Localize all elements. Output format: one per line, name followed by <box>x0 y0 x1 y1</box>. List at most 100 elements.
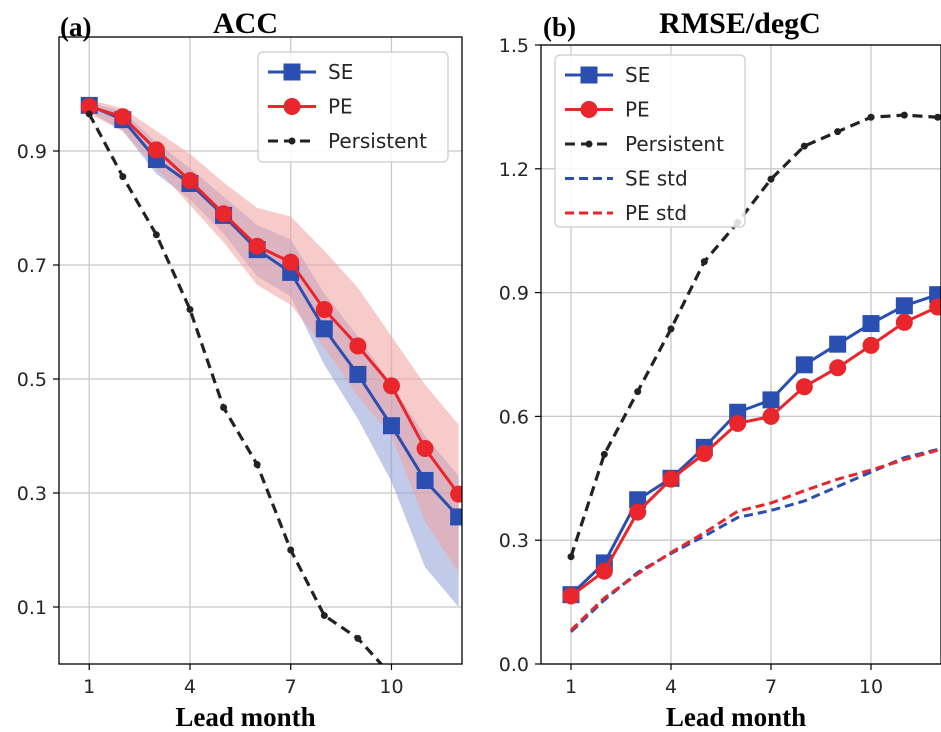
legend-box <box>554 54 746 228</box>
legend-marker-persistent <box>288 137 296 145</box>
data-point-pe <box>929 298 941 316</box>
axes-frame <box>58 36 463 665</box>
data-point-pe <box>729 414 747 432</box>
x-axis-label: Lead month <box>175 702 315 732</box>
x-tick-label: 10 <box>859 676 883 698</box>
legend-label-pe: PE <box>625 98 650 122</box>
data-point-persistent <box>186 305 194 313</box>
y-tick-label: 1.2 <box>499 159 529 181</box>
data-point-pe <box>795 378 813 396</box>
data-point-persistent <box>834 128 842 136</box>
data-point-pe <box>862 336 880 354</box>
data-point-pe <box>829 359 847 377</box>
data-point-pe <box>629 503 647 521</box>
data-point-pe <box>662 470 680 488</box>
data-point-persistent <box>634 388 642 396</box>
data-point-pe <box>114 108 132 126</box>
legend-marker-pe <box>580 101 598 118</box>
data-point-persistent <box>867 113 875 121</box>
data-point-persistent <box>85 110 93 118</box>
data-point-pe <box>695 445 713 463</box>
legend-marker-pe <box>283 98 301 115</box>
legend-label-se-std: SE std <box>625 167 688 191</box>
data-point-persistent <box>567 553 575 561</box>
data-point-se <box>862 315 880 333</box>
data-point-pe <box>315 300 333 318</box>
data-point-se <box>349 365 367 383</box>
data-point-se <box>762 391 780 409</box>
legend-label-persistent: Persistent <box>625 132 724 156</box>
y-tick-label: 0.7 <box>17 255 47 277</box>
series-line-persistent <box>87 113 384 664</box>
legend-label-se: SE <box>328 60 353 84</box>
legend: SE PE Persistent <box>257 51 449 163</box>
x-tick-label: 4 <box>184 676 196 698</box>
data-point-persistent <box>767 175 775 183</box>
data-point-persistent <box>900 111 908 119</box>
band-pe <box>89 99 459 573</box>
data-point-se <box>795 356 813 374</box>
y-tick-label: 1.5 <box>499 35 529 57</box>
data-point-pe <box>382 377 400 395</box>
data-point-pe <box>248 237 266 255</box>
legend-marker-persistent <box>585 140 593 148</box>
data-point-persistent <box>354 634 362 642</box>
data-point-pe <box>349 337 367 355</box>
legend-box <box>257 51 449 163</box>
data-point-pe <box>450 485 462 503</box>
x-tick-label: 1 <box>83 676 95 698</box>
data-point-se <box>315 320 333 338</box>
y-tick-label: 0.3 <box>17 483 47 505</box>
y-tick-label: 0.5 <box>17 369 47 391</box>
data-point-pe <box>181 172 199 190</box>
y-tick-label: 0.6 <box>499 406 529 428</box>
y-tick-label: 0.9 <box>17 141 47 163</box>
data-point-pe <box>215 205 233 223</box>
chart-panel-a: 1 4 7 10 0.1 0.3 0.5 0.7 0.9 ACC (a) Lead month SE PE… <box>17 7 463 732</box>
y-tick-label: 0.1 <box>17 597 47 619</box>
legend-label-pe-std: PE std <box>625 201 687 225</box>
y-tick-label: 0.3 <box>499 530 529 552</box>
data-point-persistent <box>600 450 608 458</box>
panel-tag: (b) <box>543 12 576 42</box>
x-tick-label: 1 <box>565 676 577 698</box>
legend-marker-se <box>580 66 598 84</box>
data-point-persistent <box>800 142 808 150</box>
data-point-se <box>829 335 847 353</box>
data-point-se <box>895 297 913 315</box>
x-tick-label: 4 <box>665 676 677 698</box>
data-point-persistent <box>152 231 160 239</box>
data-point-pe <box>895 313 913 331</box>
x-tick-label: 7 <box>765 676 777 698</box>
legend-label-se: SE <box>625 63 650 87</box>
series-line-persistent <box>569 113 938 558</box>
data-point-se <box>416 471 434 489</box>
data-point-persistent <box>667 325 675 333</box>
y-tick-label: 0.0 <box>499 654 529 676</box>
plot-content <box>80 96 462 664</box>
legend-label-persistent: Persistent <box>328 129 427 153</box>
legend: SE PE Persistent SE std PE std <box>554 54 746 228</box>
chart-title: RMSE/degC <box>659 7 821 40</box>
y-tick-label: 0.9 <box>499 283 529 305</box>
data-point-se <box>382 417 400 435</box>
data-point-pe <box>595 562 613 580</box>
data-point-pe <box>416 440 434 458</box>
data-point-persistent <box>934 113 941 121</box>
band-se <box>89 102 459 608</box>
data-point-pe <box>282 253 300 271</box>
series-line-pe-std <box>569 448 939 632</box>
x-tick-label: 7 <box>285 676 297 698</box>
chart-title: ACC <box>213 7 278 40</box>
legend-label-pe: PE <box>328 95 353 119</box>
plot-content <box>562 111 941 633</box>
data-point-persistent <box>253 461 261 468</box>
data-point-persistent <box>220 404 228 411</box>
chart-panel-b: 1 4 7 10 0.0 0.3 0.6 0.9 1.2 1.5 RMSE/degC (b) Lead … <box>499 7 941 732</box>
data-point-persistent <box>119 173 127 181</box>
data-point-pe <box>562 587 580 605</box>
data-point-persistent <box>700 258 708 266</box>
data-point-se <box>450 508 462 526</box>
data-point-pe <box>762 407 780 425</box>
